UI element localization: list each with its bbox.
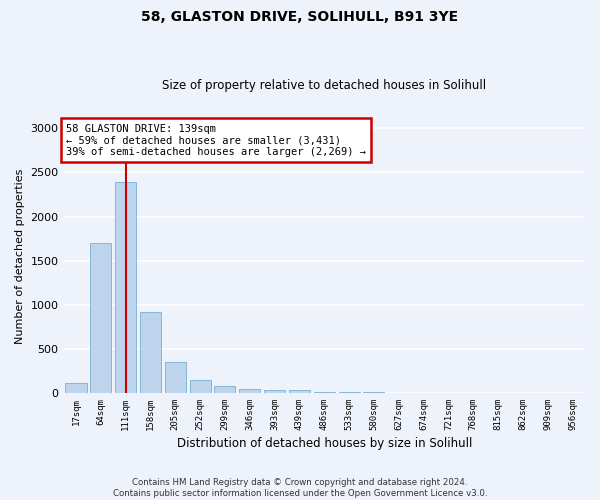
Bar bbox=[165, 362, 186, 393]
Text: 58, GLASTON DRIVE, SOLIHULL, B91 3YE: 58, GLASTON DRIVE, SOLIHULL, B91 3YE bbox=[142, 10, 458, 24]
Bar bbox=[214, 386, 235, 393]
Title: Size of property relative to detached houses in Solihull: Size of property relative to detached ho… bbox=[162, 79, 487, 92]
Bar bbox=[314, 392, 335, 393]
Text: 58 GLASTON DRIVE: 139sqm
← 59% of detached houses are smaller (3,431)
39% of sem: 58 GLASTON DRIVE: 139sqm ← 59% of detach… bbox=[66, 124, 366, 157]
Bar bbox=[190, 380, 211, 393]
Bar bbox=[338, 392, 359, 393]
Bar bbox=[289, 390, 310, 393]
Bar bbox=[364, 392, 385, 393]
Bar bbox=[65, 383, 86, 393]
Bar bbox=[239, 388, 260, 393]
Bar bbox=[115, 182, 136, 393]
Bar bbox=[90, 243, 112, 393]
Y-axis label: Number of detached properties: Number of detached properties bbox=[15, 168, 25, 344]
X-axis label: Distribution of detached houses by size in Solihull: Distribution of detached houses by size … bbox=[176, 437, 472, 450]
Text: Contains HM Land Registry data © Crown copyright and database right 2024.
Contai: Contains HM Land Registry data © Crown c… bbox=[113, 478, 487, 498]
Bar bbox=[264, 390, 285, 393]
Bar bbox=[140, 312, 161, 393]
